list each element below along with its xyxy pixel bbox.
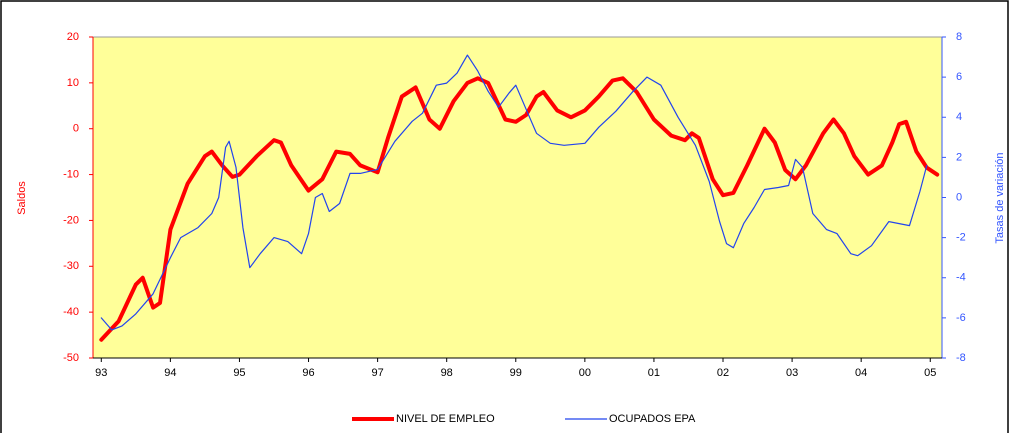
y2-tick-label: -6 [956, 312, 966, 324]
x-tick-label: 93 [95, 367, 107, 379]
legend-label: OCUPADOS EPA [609, 413, 696, 425]
y-tick-label: 10 [67, 77, 79, 89]
x-tick-label: 04 [855, 367, 867, 379]
series-line [99, 76, 940, 342]
series-line [100, 54, 928, 331]
y-tick-label: -40 [63, 306, 79, 318]
y2-axis-title: Tasas de variación [994, 152, 1006, 243]
x-tick-label: 98 [441, 367, 453, 379]
x-tick-label: 99 [510, 367, 522, 379]
y2-tick-label: -2 [956, 232, 966, 244]
x-tick-label: 05 [924, 367, 936, 379]
y2-tick-label: 6 [956, 71, 962, 83]
y-tick-label: -50 [63, 352, 79, 364]
y2-tick-label: 0 [956, 191, 962, 203]
x-tick-label: 03 [786, 367, 798, 379]
y-tick-label: -20 [63, 214, 79, 226]
y2-tick-label: 2 [956, 151, 962, 163]
y-tick-label: 0 [73, 123, 79, 135]
y-tick-label: -30 [63, 260, 79, 272]
x-tick-label: 95 [233, 367, 245, 379]
y-tick-label: 20 [67, 31, 79, 43]
x-tick-label: 94 [164, 367, 176, 379]
legend-label: NIVEL DE EMPLEO [396, 413, 495, 425]
plot-area [92, 36, 943, 359]
x-tick-label: 97 [371, 367, 383, 379]
y2-tick-label: -4 [956, 272, 966, 284]
y2-tick-label: -8 [956, 352, 966, 364]
x-tick-label: 01 [648, 367, 660, 379]
y2-tick-label: 8 [956, 31, 962, 43]
y-tick-label: -10 [63, 168, 79, 180]
x-tick-label: 00 [579, 367, 591, 379]
x-tick-label: 02 [717, 367, 729, 379]
y-axis-title: Saldos [16, 181, 28, 215]
y2-tick-label: 4 [956, 111, 962, 123]
x-tick-label: 96 [302, 367, 314, 379]
